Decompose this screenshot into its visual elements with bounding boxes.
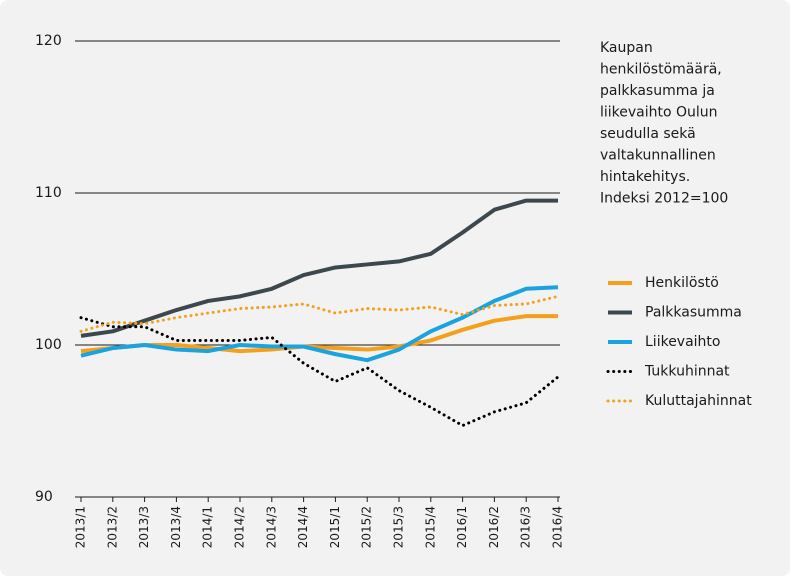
x-tick-label: 2013/2 [105, 506, 119, 548]
x-tick-label: 2014/2 [233, 506, 247, 548]
series-line [80, 198, 558, 338]
y-tick-label: 100 [35, 337, 62, 353]
x-tick-label: 2015/4 [423, 506, 437, 548]
x-tick-label: 2016/4 [551, 506, 565, 548]
annotation: seudulla sekä [600, 126, 696, 142]
x-tick-label: 2015/3 [392, 506, 406, 548]
series-line [79, 294, 560, 333]
x-tick-label: 2015/1 [328, 506, 342, 548]
annotation: palkkasumma ja [600, 83, 715, 99]
x-tick-label: 2016/2 [487, 506, 501, 548]
annotation: valtakunnallinen [600, 148, 716, 164]
x-tick-label: 2014/3 [264, 506, 278, 548]
legend-label: Tukkuhinnat [644, 364, 730, 380]
legend-label: Liikevaihto [645, 334, 720, 350]
y-tick-label: 110 [35, 185, 62, 201]
series-line [80, 314, 558, 354]
x-tick-label: 2014/1 [201, 506, 215, 548]
annotation: henkilöstömäärä, [600, 62, 722, 78]
x-tick-label: 2016/3 [519, 506, 533, 548]
annotation: Indeksi 2012=100 [600, 191, 728, 207]
y-tick-label: 120 [35, 33, 62, 49]
x-tick-label: 2013/3 [137, 506, 151, 548]
y-tick-label: 90 [35, 489, 53, 505]
annotation: liikevaihto Oulun [600, 105, 718, 121]
series-line [79, 316, 560, 428]
annotation: hintakehitys. [600, 169, 690, 185]
legend-label: Henkilöstö [645, 275, 719, 291]
x-tick-label: 2014/4 [296, 506, 310, 548]
annotation: Kaupan [600, 40, 653, 56]
x-tick-label: 2013/1 [74, 506, 88, 548]
x-tick-label: 2016/1 [455, 506, 469, 548]
legend-label: Kuluttajahinnat [645, 393, 752, 409]
x-tick-label: 2013/4 [169, 506, 183, 548]
x-tick-label: 2015/2 [360, 506, 374, 548]
legend-label: Palkkasumma [645, 305, 742, 321]
